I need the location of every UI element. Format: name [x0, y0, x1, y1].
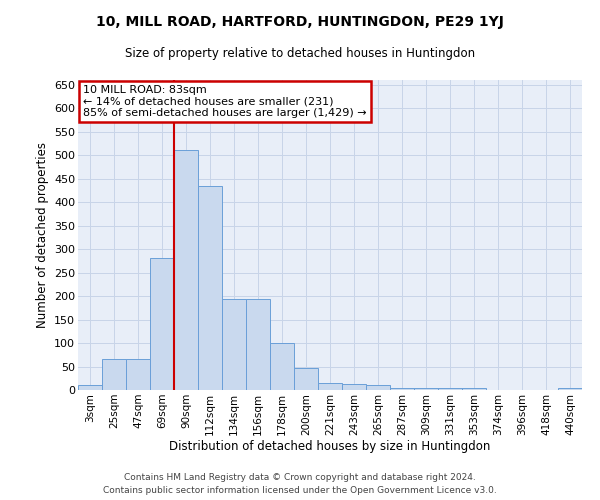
Bar	[462, 388, 486, 390]
Bar	[102, 360, 126, 390]
Text: 10, MILL ROAD, HARTFORD, HUNTINGDON, PE29 1YJ: 10, MILL ROAD, HARTFORD, HUNTINGDON, PE2…	[96, 15, 504, 29]
Bar	[366, 386, 390, 390]
Bar	[294, 368, 318, 390]
Text: Contains HM Land Registry data © Crown copyright and database right 2024.: Contains HM Land Registry data © Crown c…	[124, 474, 476, 482]
Bar	[270, 343, 294, 390]
Bar	[198, 186, 222, 390]
Bar	[150, 258, 174, 390]
X-axis label: Distribution of detached houses by size in Huntingdon: Distribution of detached houses by size …	[169, 440, 491, 454]
Bar	[342, 384, 366, 390]
Y-axis label: Number of detached properties: Number of detached properties	[35, 142, 49, 328]
Bar	[126, 360, 150, 390]
Bar	[222, 300, 246, 390]
Bar	[390, 388, 414, 390]
Bar	[78, 386, 102, 390]
Bar	[246, 300, 270, 390]
Text: Contains public sector information licensed under the Open Government Licence v3: Contains public sector information licen…	[103, 486, 497, 495]
Bar	[318, 383, 342, 390]
Bar	[438, 388, 462, 390]
Bar	[174, 150, 198, 390]
Text: Size of property relative to detached houses in Huntingdon: Size of property relative to detached ho…	[125, 48, 475, 60]
Text: 10 MILL ROAD: 83sqm
← 14% of detached houses are smaller (231)
85% of semi-detac: 10 MILL ROAD: 83sqm ← 14% of detached ho…	[83, 84, 367, 118]
Bar	[414, 388, 438, 390]
Bar	[558, 388, 582, 390]
